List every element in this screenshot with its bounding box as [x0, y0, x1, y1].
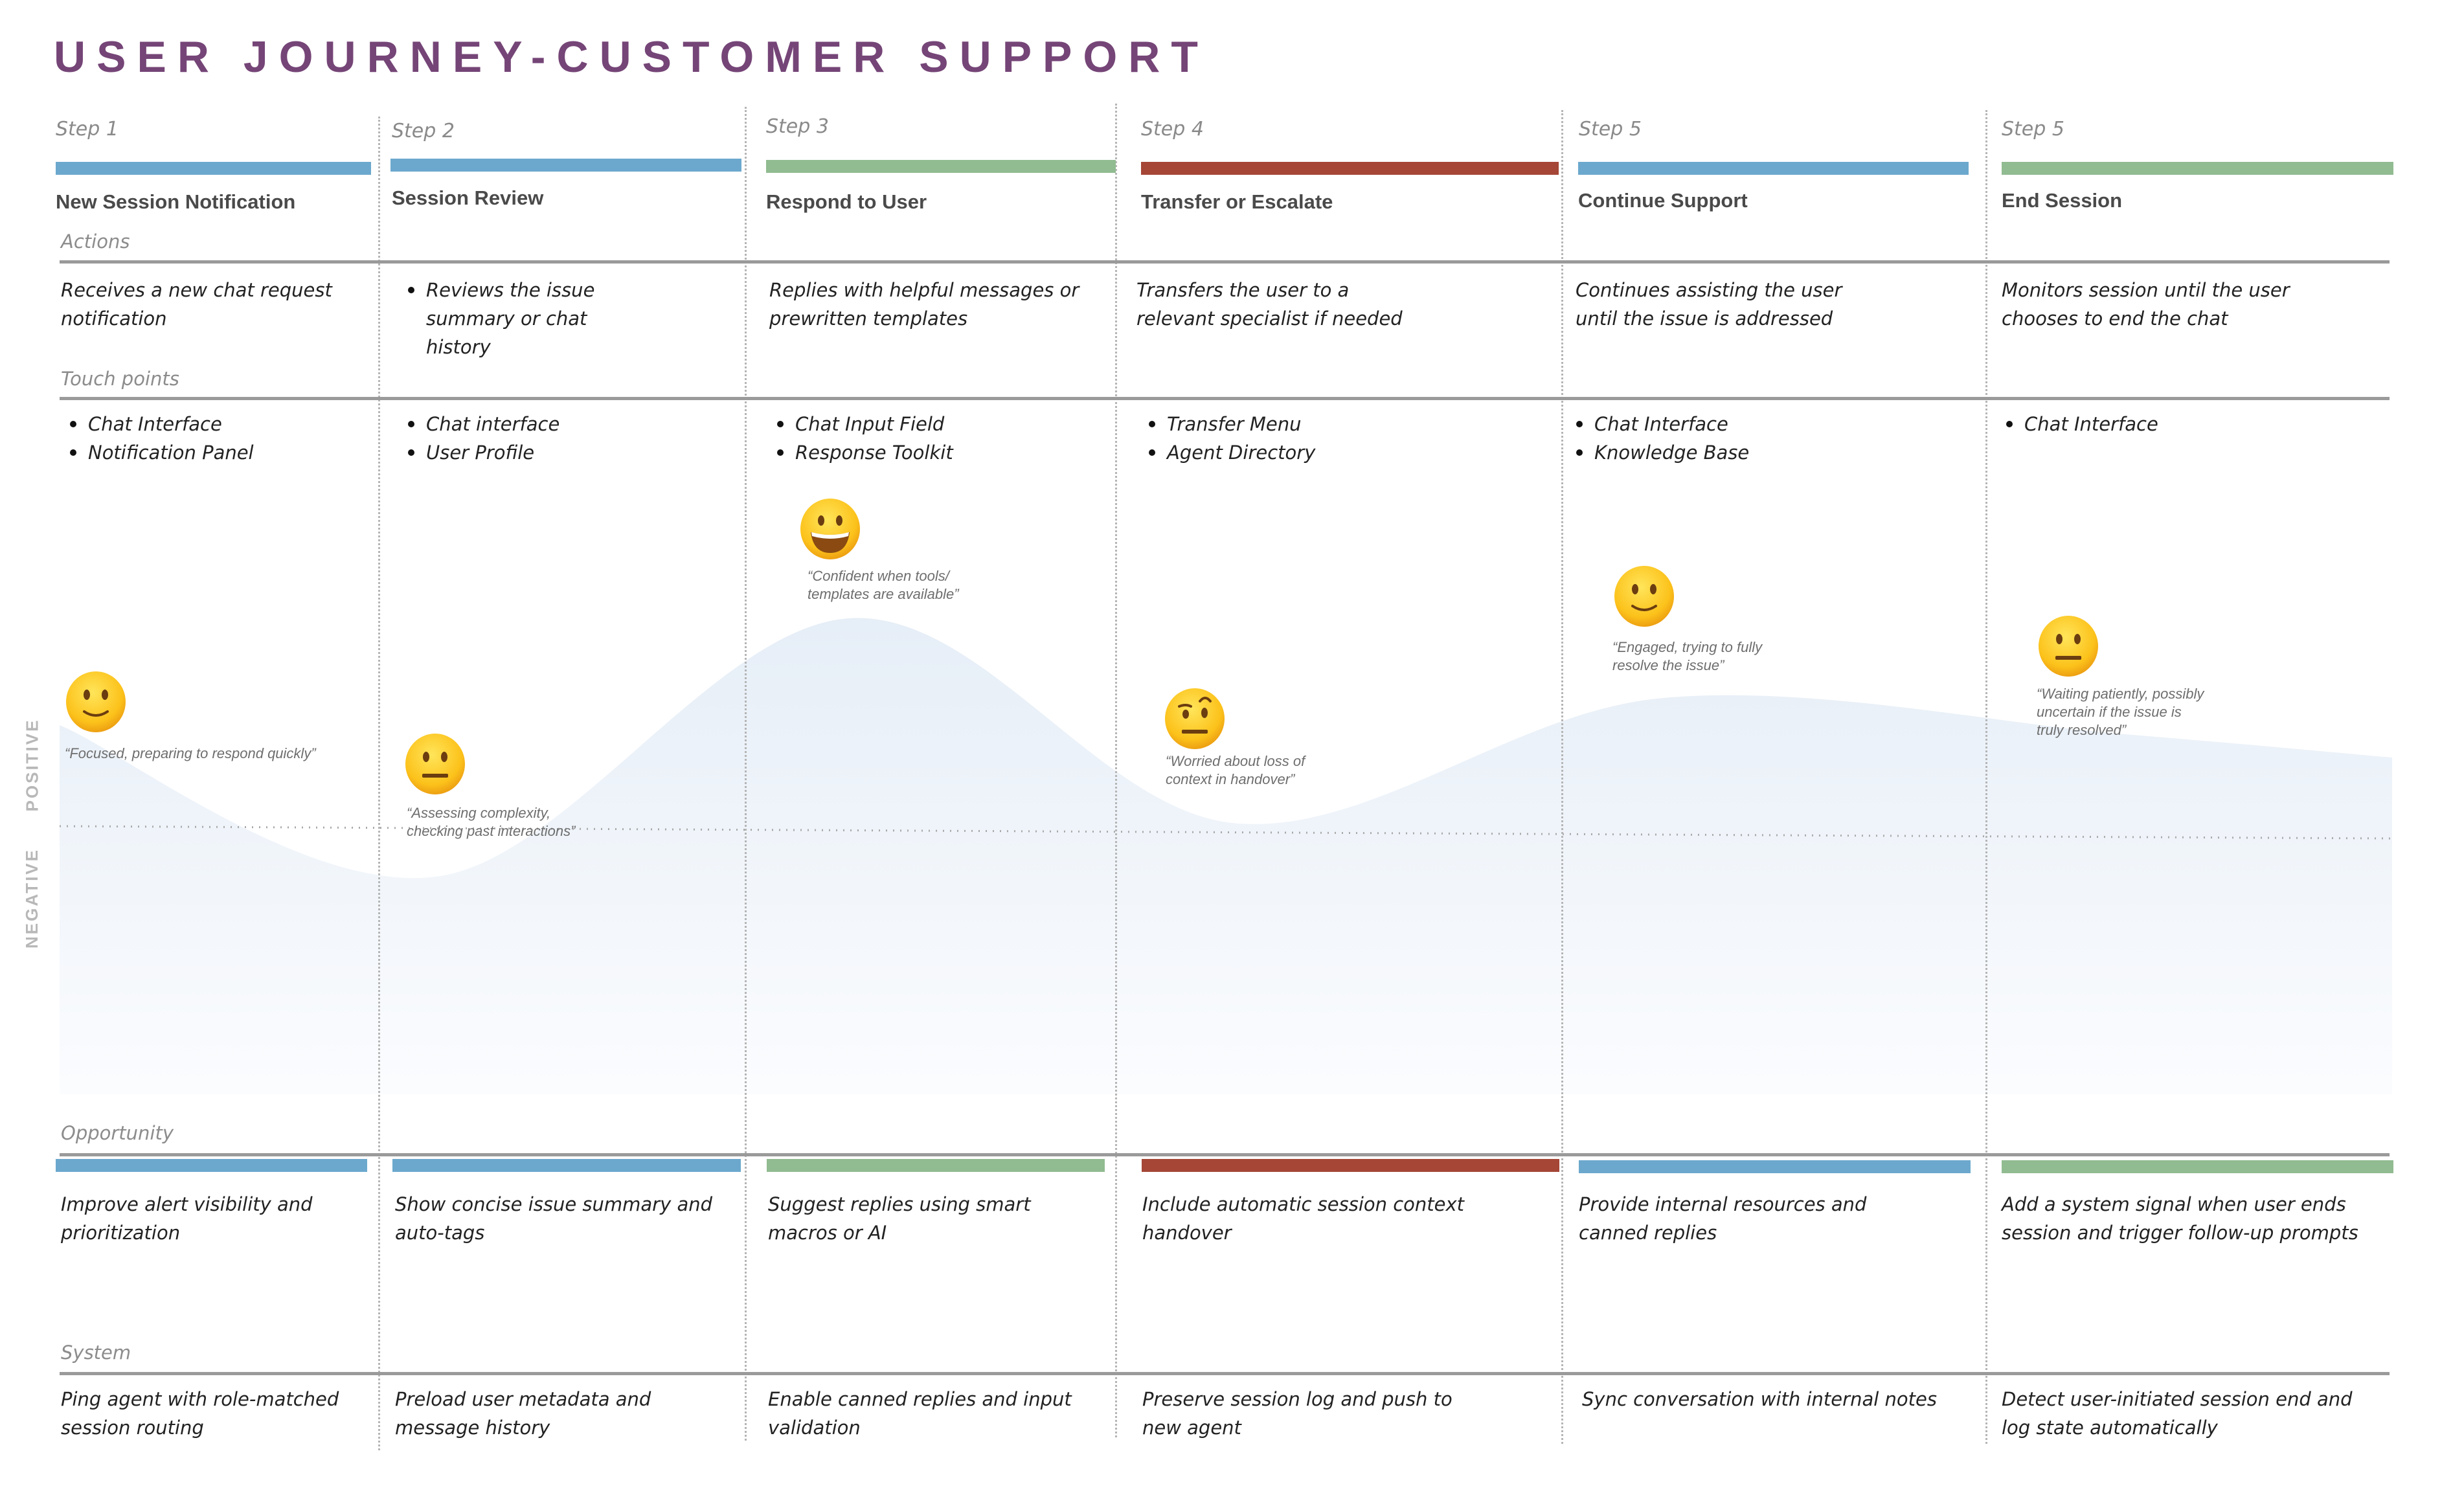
- column-divider: [1985, 110, 1987, 1444]
- column-divider: [1115, 104, 1117, 1437]
- raised-eyebrow-face-icon: [1165, 688, 1225, 749]
- step-touch-points: Chat Input Field Response Toolkit: [774, 410, 1072, 467]
- step-system: Preload user metadata and message histor…: [395, 1388, 651, 1439]
- step-touch-points: Chat Interface: [2004, 410, 2301, 438]
- system-rule: [60, 1372, 2390, 1375]
- touch-point-item: Knowledge Base: [1574, 438, 1871, 467]
- grinning-face-icon: [800, 499, 860, 559]
- touch-point-item: Transfer Menu: [1146, 410, 1444, 438]
- touch-point-item: Chat Interface: [67, 410, 352, 438]
- emotion-quote: “Focused, preparing to respond quickly”: [65, 745, 316, 761]
- emotion-quote: “Waiting patiently, possibly uncertain i…: [2037, 686, 2204, 738]
- step-opportunity: Add a system signal when user ends sessi…: [2002, 1193, 2358, 1244]
- touch-point-item: Chat Interface: [1574, 410, 1871, 438]
- step-name: New Session Notification: [56, 190, 296, 213]
- emotion-quote: “Worried about loss of context in handov…: [1166, 753, 1305, 787]
- step-actions: Continues assisting the user until the i…: [1576, 279, 1842, 330]
- step-system: Ping agent with role-matched session rou…: [61, 1388, 339, 1439]
- touch-point-item: Chat interface: [405, 410, 690, 438]
- opportunity-color-bar: [767, 1159, 1105, 1172]
- opportunity-color-bar: [392, 1159, 741, 1172]
- step-label: Step 5: [1579, 118, 1642, 140]
- step-actions: Reviews the issue summary or chat histor…: [405, 276, 690, 361]
- step-actions: Monitors session until the user chooses …: [2002, 279, 2290, 330]
- step-opportunity: Provide internal resources and canned re…: [1579, 1193, 1867, 1244]
- step-opportunity: Suggest replies using smart macros or AI: [768, 1193, 1031, 1244]
- touch-point-item: User Profile: [405, 438, 690, 467]
- step-opportunity: Include automatic session context handov…: [1142, 1193, 1465, 1244]
- step-name: Respond to User: [766, 190, 927, 213]
- step-label: Step 2: [392, 120, 455, 142]
- actions-rule: [60, 260, 2390, 264]
- step-system: Enable canned replies and input validati…: [768, 1388, 1072, 1439]
- touch-point-item: Agent Directory: [1146, 438, 1444, 467]
- column-divider: [378, 117, 380, 1450]
- opportunity-color-bar: [1142, 1159, 1559, 1172]
- action-item: Reviews the issue summary or chat histor…: [405, 276, 646, 361]
- column-divider: [745, 107, 747, 1441]
- section-label-actions: Actions: [61, 230, 130, 253]
- step-color-bar: [1141, 162, 1559, 175]
- negative-axis-label: NEGATIVE: [21, 848, 41, 949]
- emotion-quote: “Assessing complexity, checking past int…: [407, 805, 576, 839]
- step-touch-points: Chat interface User Profile: [405, 410, 690, 467]
- step-label: Step 5: [2002, 118, 2064, 140]
- touch-point-item: Notification Panel: [67, 438, 352, 467]
- step-label: Step 3: [766, 115, 829, 138]
- neutral-face-icon: [405, 734, 465, 794]
- touch-point-item: Chat Input Field: [774, 410, 1072, 438]
- step-touch-points: Chat Interface Notification Panel: [67, 410, 352, 467]
- step-name: Continue Support: [1578, 189, 1748, 212]
- opportunity-color-bar: [2002, 1160, 2393, 1173]
- step-color-bar: [1578, 162, 1969, 175]
- emotion-curve-area: [60, 618, 2392, 1094]
- step-touch-points: Chat Interface Knowledge Base: [1574, 410, 1871, 467]
- opportunity-color-bar: [56, 1159, 367, 1172]
- step-actions: Replies with helpful messages or prewrit…: [769, 279, 1079, 330]
- step-opportunity: Improve alert visibility and prioritizat…: [61, 1193, 313, 1244]
- slightly-smiling-face-icon: [1614, 566, 1674, 627]
- neutral-face-icon: [2039, 616, 2098, 677]
- step-system: Sync conversation with internal notes: [1582, 1388, 1937, 1410]
- step-opportunity: Show concise issue summary and auto-tags: [395, 1193, 713, 1244]
- step-actions: Receives a new chat request notification: [61, 279, 332, 330]
- step-name: Transfer or Escalate: [1141, 190, 1333, 213]
- emotion-quote: “Engaged, trying to fully resolve the is…: [1612, 639, 1763, 673]
- step-color-bar: [766, 160, 1116, 173]
- step-color-bar: [56, 162, 371, 175]
- step-name: End Session: [2002, 189, 2123, 212]
- touch-points-rule: [60, 397, 2390, 400]
- step-color-bar: [2002, 162, 2393, 175]
- step-system: Detect user-initiated session end and lo…: [2002, 1388, 2353, 1439]
- section-label-touch-points: Touch points: [61, 368, 179, 390]
- step-label: Step 4: [1141, 118, 1204, 140]
- positive-axis-label: POSITIVE: [22, 718, 42, 812]
- opportunity-rule: [60, 1153, 2390, 1156]
- opportunity-color-bar: [1579, 1160, 1971, 1173]
- column-divider: [1561, 110, 1563, 1444]
- step-name: Session Review: [392, 186, 544, 209]
- step-label: Step 1: [56, 118, 119, 140]
- emotion-quote: “Confident when tools/ templates are ava…: [808, 568, 959, 602]
- page-title: USER JOURNEY-CUSTOMER SUPPORT: [54, 32, 1209, 82]
- step-color-bar: [390, 159, 741, 172]
- slightly-smiling-face-icon: [66, 671, 126, 732]
- step-touch-points: Transfer Menu Agent Directory: [1146, 410, 1444, 467]
- step-system: Preserve session log and push to new age…: [1142, 1388, 1452, 1439]
- touch-point-item: Chat Interface: [2004, 410, 2301, 438]
- section-label-opportunity: Opportunity: [61, 1122, 174, 1144]
- touch-point-item: Response Toolkit: [774, 438, 1072, 467]
- step-actions: Transfers the user to a relevant special…: [1136, 279, 1403, 330]
- section-label-system: System: [61, 1342, 131, 1364]
